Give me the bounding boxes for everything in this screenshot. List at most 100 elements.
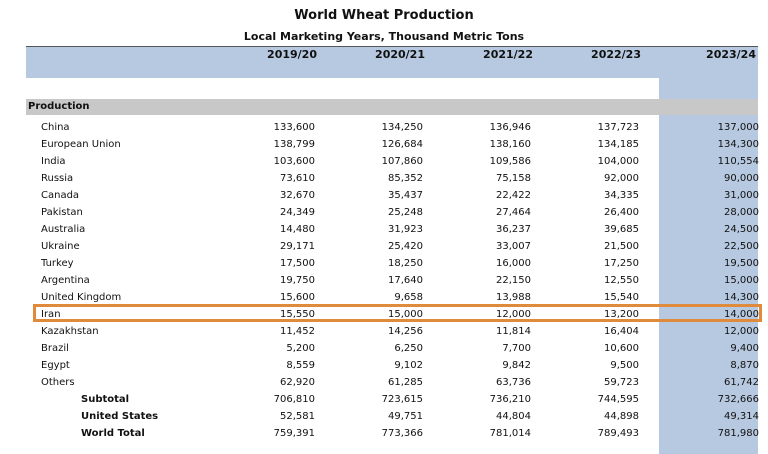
- cell-value: 134,250: [381, 122, 423, 133]
- cell-value: 25,420: [388, 241, 423, 252]
- cell-value: 44,898: [604, 411, 639, 422]
- cell-value: 17,500: [280, 258, 315, 269]
- cell-value: 14,480: [280, 224, 315, 235]
- cell-value: 744,595: [597, 394, 639, 405]
- row-label: Russia: [41, 173, 74, 184]
- cell-value: 33,007: [496, 241, 531, 252]
- cell-value: 29,171: [280, 241, 315, 252]
- row-label: Ukraine: [41, 241, 80, 252]
- table-row: Subtotal 706,810 723,615 736,210 744,595 732,…: [26, 391, 759, 408]
- cell-value: 35,437: [388, 190, 423, 201]
- cell-value: 8,559: [286, 360, 315, 371]
- cell-value: 85,352: [388, 173, 423, 184]
- cell-value: 34,335: [604, 190, 639, 201]
- column-header-2020-21: 2020/21: [375, 48, 425, 61]
- table-row: Others 62,920 61,285 63,736 59,723 61,742: [26, 374, 759, 391]
- cell-value: 10,600: [604, 343, 639, 354]
- cell-value: 12,000: [724, 326, 759, 337]
- iran-row-highlight: [33, 304, 762, 322]
- row-label: United Kingdom: [41, 292, 122, 303]
- cell-value: 736,210: [489, 394, 531, 405]
- cell-value: 5,200: [286, 343, 315, 354]
- cell-value: 773,366: [381, 428, 423, 439]
- cell-value: 759,391: [273, 428, 315, 439]
- table-row: India 103,600 107,860 109,586 104,000 110,554: [26, 153, 759, 170]
- cell-value: 61,285: [388, 377, 423, 388]
- column-header-2021-22: 2021/22: [483, 48, 533, 61]
- page-subtitle: Local Marketing Years, Thousand Metric T…: [243, 30, 525, 43]
- cell-value: 14,256: [388, 326, 423, 337]
- cell-value: 7,700: [502, 343, 531, 354]
- cell-value: 13,200: [604, 309, 639, 320]
- cell-value: 9,102: [394, 360, 423, 371]
- cell-value: 126,684: [381, 139, 423, 150]
- cell-value: 22,422: [496, 190, 531, 201]
- page-title: World Wheat Production: [294, 8, 474, 23]
- cell-value: 9,500: [610, 360, 639, 371]
- cell-value: 781,014: [489, 428, 531, 439]
- cell-value: 36,237: [496, 224, 531, 235]
- row-label: Subtotal: [81, 394, 130, 405]
- cell-value: 16,404: [604, 326, 639, 337]
- row-label: Brazil: [41, 343, 69, 354]
- row-label: Others: [41, 377, 75, 388]
- table-row: Canada 32,670 35,437 22,422 34,335 31,000: [26, 187, 759, 204]
- cell-value: 22,500: [724, 241, 759, 252]
- cell-value: 9,842: [502, 360, 531, 371]
- cell-value: 11,452: [280, 326, 315, 337]
- table-row: World Total 759,391 773,366 781,014 789,493 7…: [26, 425, 759, 442]
- cell-value: 9,658: [394, 292, 423, 303]
- cell-value: 12,550: [604, 275, 639, 286]
- row-label: India: [41, 156, 66, 167]
- row-label: China: [41, 122, 70, 133]
- cell-value: 134,300: [717, 139, 759, 150]
- cell-value: 17,640: [388, 275, 423, 286]
- cell-value: 39,685: [604, 224, 639, 235]
- table-row: Australia 14,480 31,923 36,237 39,685 24,500: [26, 221, 759, 238]
- row-label: Canada: [41, 190, 80, 201]
- table-row: European Union 138,799 126,684 138,160 134,1…: [26, 136, 759, 153]
- cell-value: 26,400: [604, 207, 639, 218]
- header-band: [26, 46, 758, 78]
- table-row: China 133,600 134,250 136,946 137,723 137,000: [26, 119, 759, 136]
- current-year-column-shade: [659, 78, 758, 454]
- table-row: Kazakhstan 11,452 14,256 11,814 16,404 12,000: [26, 323, 759, 340]
- cell-value: 17,250: [604, 258, 639, 269]
- table-row: Brazil 5,200 6,250 7,700 10,600 9,400: [26, 340, 759, 357]
- table-row: Pakistan 24,349 25,248 27,464 26,400 28,000: [26, 204, 759, 221]
- cell-value: 49,314: [724, 411, 759, 422]
- column-header-2019-20: 2019/20: [267, 48, 317, 61]
- column-header-2022-23: 2022/23: [591, 48, 641, 61]
- cell-value: 18,250: [388, 258, 423, 269]
- cell-value: 107,860: [381, 156, 423, 167]
- cell-value: 62,920: [280, 377, 315, 388]
- row-label: Australia: [41, 224, 86, 235]
- cell-value: 75,158: [496, 173, 531, 184]
- cell-value: 14,000: [724, 309, 759, 320]
- cell-value: 16,000: [496, 258, 531, 269]
- cell-value: 25,248: [388, 207, 423, 218]
- cell-value: 15,540: [604, 292, 639, 303]
- cell-value: 15,000: [724, 275, 759, 286]
- cell-value: 31,923: [388, 224, 423, 235]
- cell-value: 73,610: [280, 173, 315, 184]
- cell-value: 6,250: [394, 343, 423, 354]
- table-row: Russia 73,610 85,352 75,158 92,000 90,000: [26, 170, 759, 187]
- table-row: Turkey 17,500 18,250 16,000 17,250 19,500: [26, 255, 759, 272]
- table-row: United States 52,581 49,751 44,804 44,898 49,…: [26, 408, 759, 425]
- row-label: United States: [81, 411, 159, 422]
- cell-value: 133,600: [273, 122, 315, 133]
- cell-value: 31,000: [724, 190, 759, 201]
- cell-value: 8,870: [730, 360, 759, 371]
- cell-value: 11,814: [496, 326, 531, 337]
- cell-value: 104,000: [597, 156, 639, 167]
- row-label: Turkey: [41, 258, 74, 269]
- cell-value: 103,600: [273, 156, 315, 167]
- cell-value: 19,750: [280, 275, 315, 286]
- table-row: Egypt 8,559 9,102 9,842 9,500 8,870: [26, 357, 759, 374]
- cell-value: 109,586: [489, 156, 531, 167]
- cell-value: 781,980: [717, 428, 759, 439]
- cell-value: 134,185: [597, 139, 639, 150]
- cell-value: 789,493: [597, 428, 639, 439]
- table-row: Ukraine 29,171 25,420 33,007 21,500 22,500: [26, 238, 759, 255]
